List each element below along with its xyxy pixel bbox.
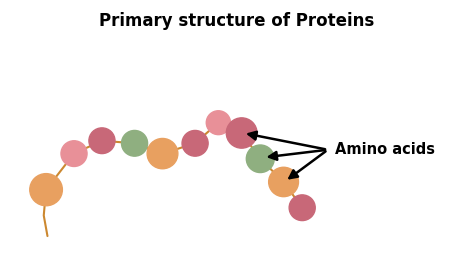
Ellipse shape: [246, 145, 274, 173]
Ellipse shape: [30, 174, 63, 206]
Ellipse shape: [289, 195, 315, 221]
Ellipse shape: [182, 130, 208, 156]
Ellipse shape: [206, 111, 230, 135]
Text: Amino acids: Amino acids: [335, 142, 435, 157]
Text: Primary structure of Proteins: Primary structure of Proteins: [100, 12, 374, 30]
Ellipse shape: [61, 141, 87, 167]
Ellipse shape: [269, 167, 299, 197]
Ellipse shape: [121, 130, 147, 156]
Ellipse shape: [89, 128, 115, 153]
Ellipse shape: [147, 139, 178, 169]
Ellipse shape: [226, 118, 257, 148]
